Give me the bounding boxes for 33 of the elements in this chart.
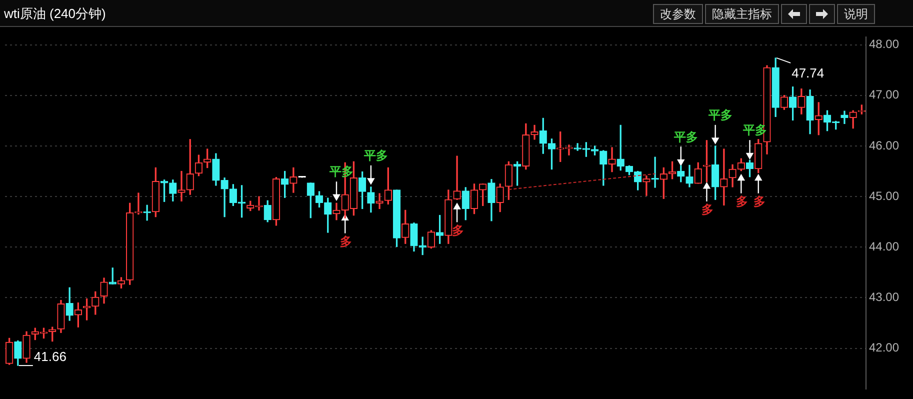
- candlestick: [453, 156, 461, 200]
- candlestick: [608, 147, 616, 172]
- candlestick: [642, 175, 650, 196]
- data-label: 多: [340, 234, 352, 248]
- text: 41.66: [34, 349, 66, 364]
- data-label: 多: [736, 194, 748, 208]
- data-label: 平多: [707, 108, 732, 122]
- text: 47.74: [792, 66, 824, 81]
- data-label: 平多: [362, 148, 388, 162]
- y-tick-label: 42.00: [869, 340, 900, 355]
- point: [332, 194, 340, 201]
- data-label: 平多: [672, 130, 698, 144]
- point: [738, 174, 745, 181]
- y-tick-label: 43.00: [869, 290, 900, 304]
- data-label: 多: [702, 202, 714, 217]
- point: [677, 159, 684, 166]
- y-tick-label: 47.00: [869, 88, 900, 102]
- y-tick-label: 46.00: [869, 138, 900, 152]
- point: [367, 178, 374, 184]
- data-label: 多: [452, 223, 464, 238]
- y-tick-label: 44.00: [869, 239, 900, 254]
- point: [453, 203, 461, 210]
- candlestick: [178, 170, 186, 202]
- y-tick-label: 45.00: [869, 188, 900, 203]
- y-tick-label: 48.00: [869, 37, 900, 52]
- text: 改参数: [653, 4, 703, 24]
- text: 隐藏主指标: [705, 4, 779, 24]
- text: 说明: [837, 4, 875, 24]
- data-label: 多: [753, 194, 766, 208]
- chart-title: wti原油 (240分钟): [4, 5, 106, 23]
- candlestick: [720, 148, 728, 206]
- point: [754, 174, 762, 181]
- point: [712, 138, 719, 144]
